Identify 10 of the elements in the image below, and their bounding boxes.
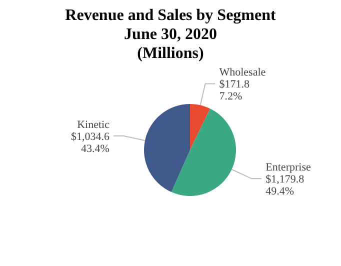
data-label: $1,034.6 43.4% — [70, 130, 110, 155]
pie-slice — [190, 104, 210, 150]
slice-label: Enterprise — [266, 162, 311, 174]
data-label: $1,179.8 49.4% — [266, 174, 305, 198]
slice-label: Wholesale — [219, 66, 266, 79]
pie-slice — [144, 104, 190, 192]
pie-slice — [171, 108, 236, 196]
chart-title: Revenue and Sales by Segment June 30, 2020 (Millions) — [65, 7, 277, 62]
slice-label: Kinetic — [77, 118, 110, 131]
data-label: $171.8 7.2% — [219, 78, 250, 103]
